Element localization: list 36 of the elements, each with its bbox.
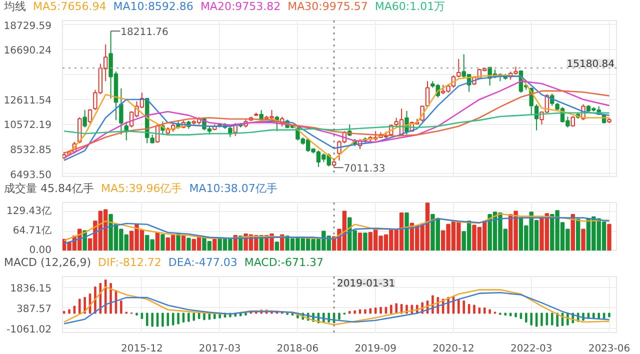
text: MA5:7656.94: [33, 0, 106, 13]
text: MA60:1.01万: [374, 0, 446, 13]
ref-line-label: 15180.84: [566, 59, 615, 70]
y-tick-label: 129.43亿: [6, 206, 52, 218]
chart-title: 均线: [4, 0, 26, 13]
x-tick-label: 2017-03: [198, 344, 241, 354]
text: MA10:8592.86: [113, 0, 194, 13]
y-tick-label: 12611.54: [4, 95, 52, 106]
y-tick-label: 18729.59: [4, 20, 52, 32]
x-tick-label: 2020-12: [432, 344, 474, 354]
y-tick-label: 64.71亿: [12, 226, 52, 237]
y-tick-label: 6493.50: [10, 170, 52, 181]
annotation: 18211.76: [120, 27, 168, 38]
x-tick-label: 2023-06: [588, 344, 630, 354]
text: DEA:-477.03: [168, 256, 238, 269]
y-tick-label: 10572.19: [4, 120, 52, 132]
x-tick-label: 2018-06: [276, 344, 319, 354]
y-tick-label: 16690.24: [4, 46, 52, 57]
text: MACD:-671.37: [244, 256, 324, 269]
ref-line-label: 2019-01-31: [337, 278, 396, 290]
text: MA20:9753.82: [200, 0, 281, 13]
y-tick-label: 1836.15: [10, 283, 52, 294]
series-label: DIF:-812.72: [98, 256, 162, 269]
x-tick-label: 2015-12: [121, 344, 163, 354]
x-tick-label: 2019-09: [354, 344, 396, 354]
y-tick-label: -1061.02: [6, 324, 52, 336]
chart-title: MACD (12,26,9): [4, 256, 92, 269]
y-tick-label: 387.57: [16, 304, 52, 315]
y-tick-label: 8532.85: [10, 145, 52, 156]
text: MA5:39.96亿手: [101, 182, 182, 195]
chart-title: 成交量 45.84亿手: [4, 182, 94, 195]
text: MA10:38.07亿手: [189, 182, 278, 195]
x-tick-label: 2022-03: [510, 344, 552, 354]
annotation: 7011.33: [344, 164, 386, 175]
y-tick-label: 0.00: [29, 245, 52, 256]
text: MA30:9975.57: [288, 0, 368, 13]
